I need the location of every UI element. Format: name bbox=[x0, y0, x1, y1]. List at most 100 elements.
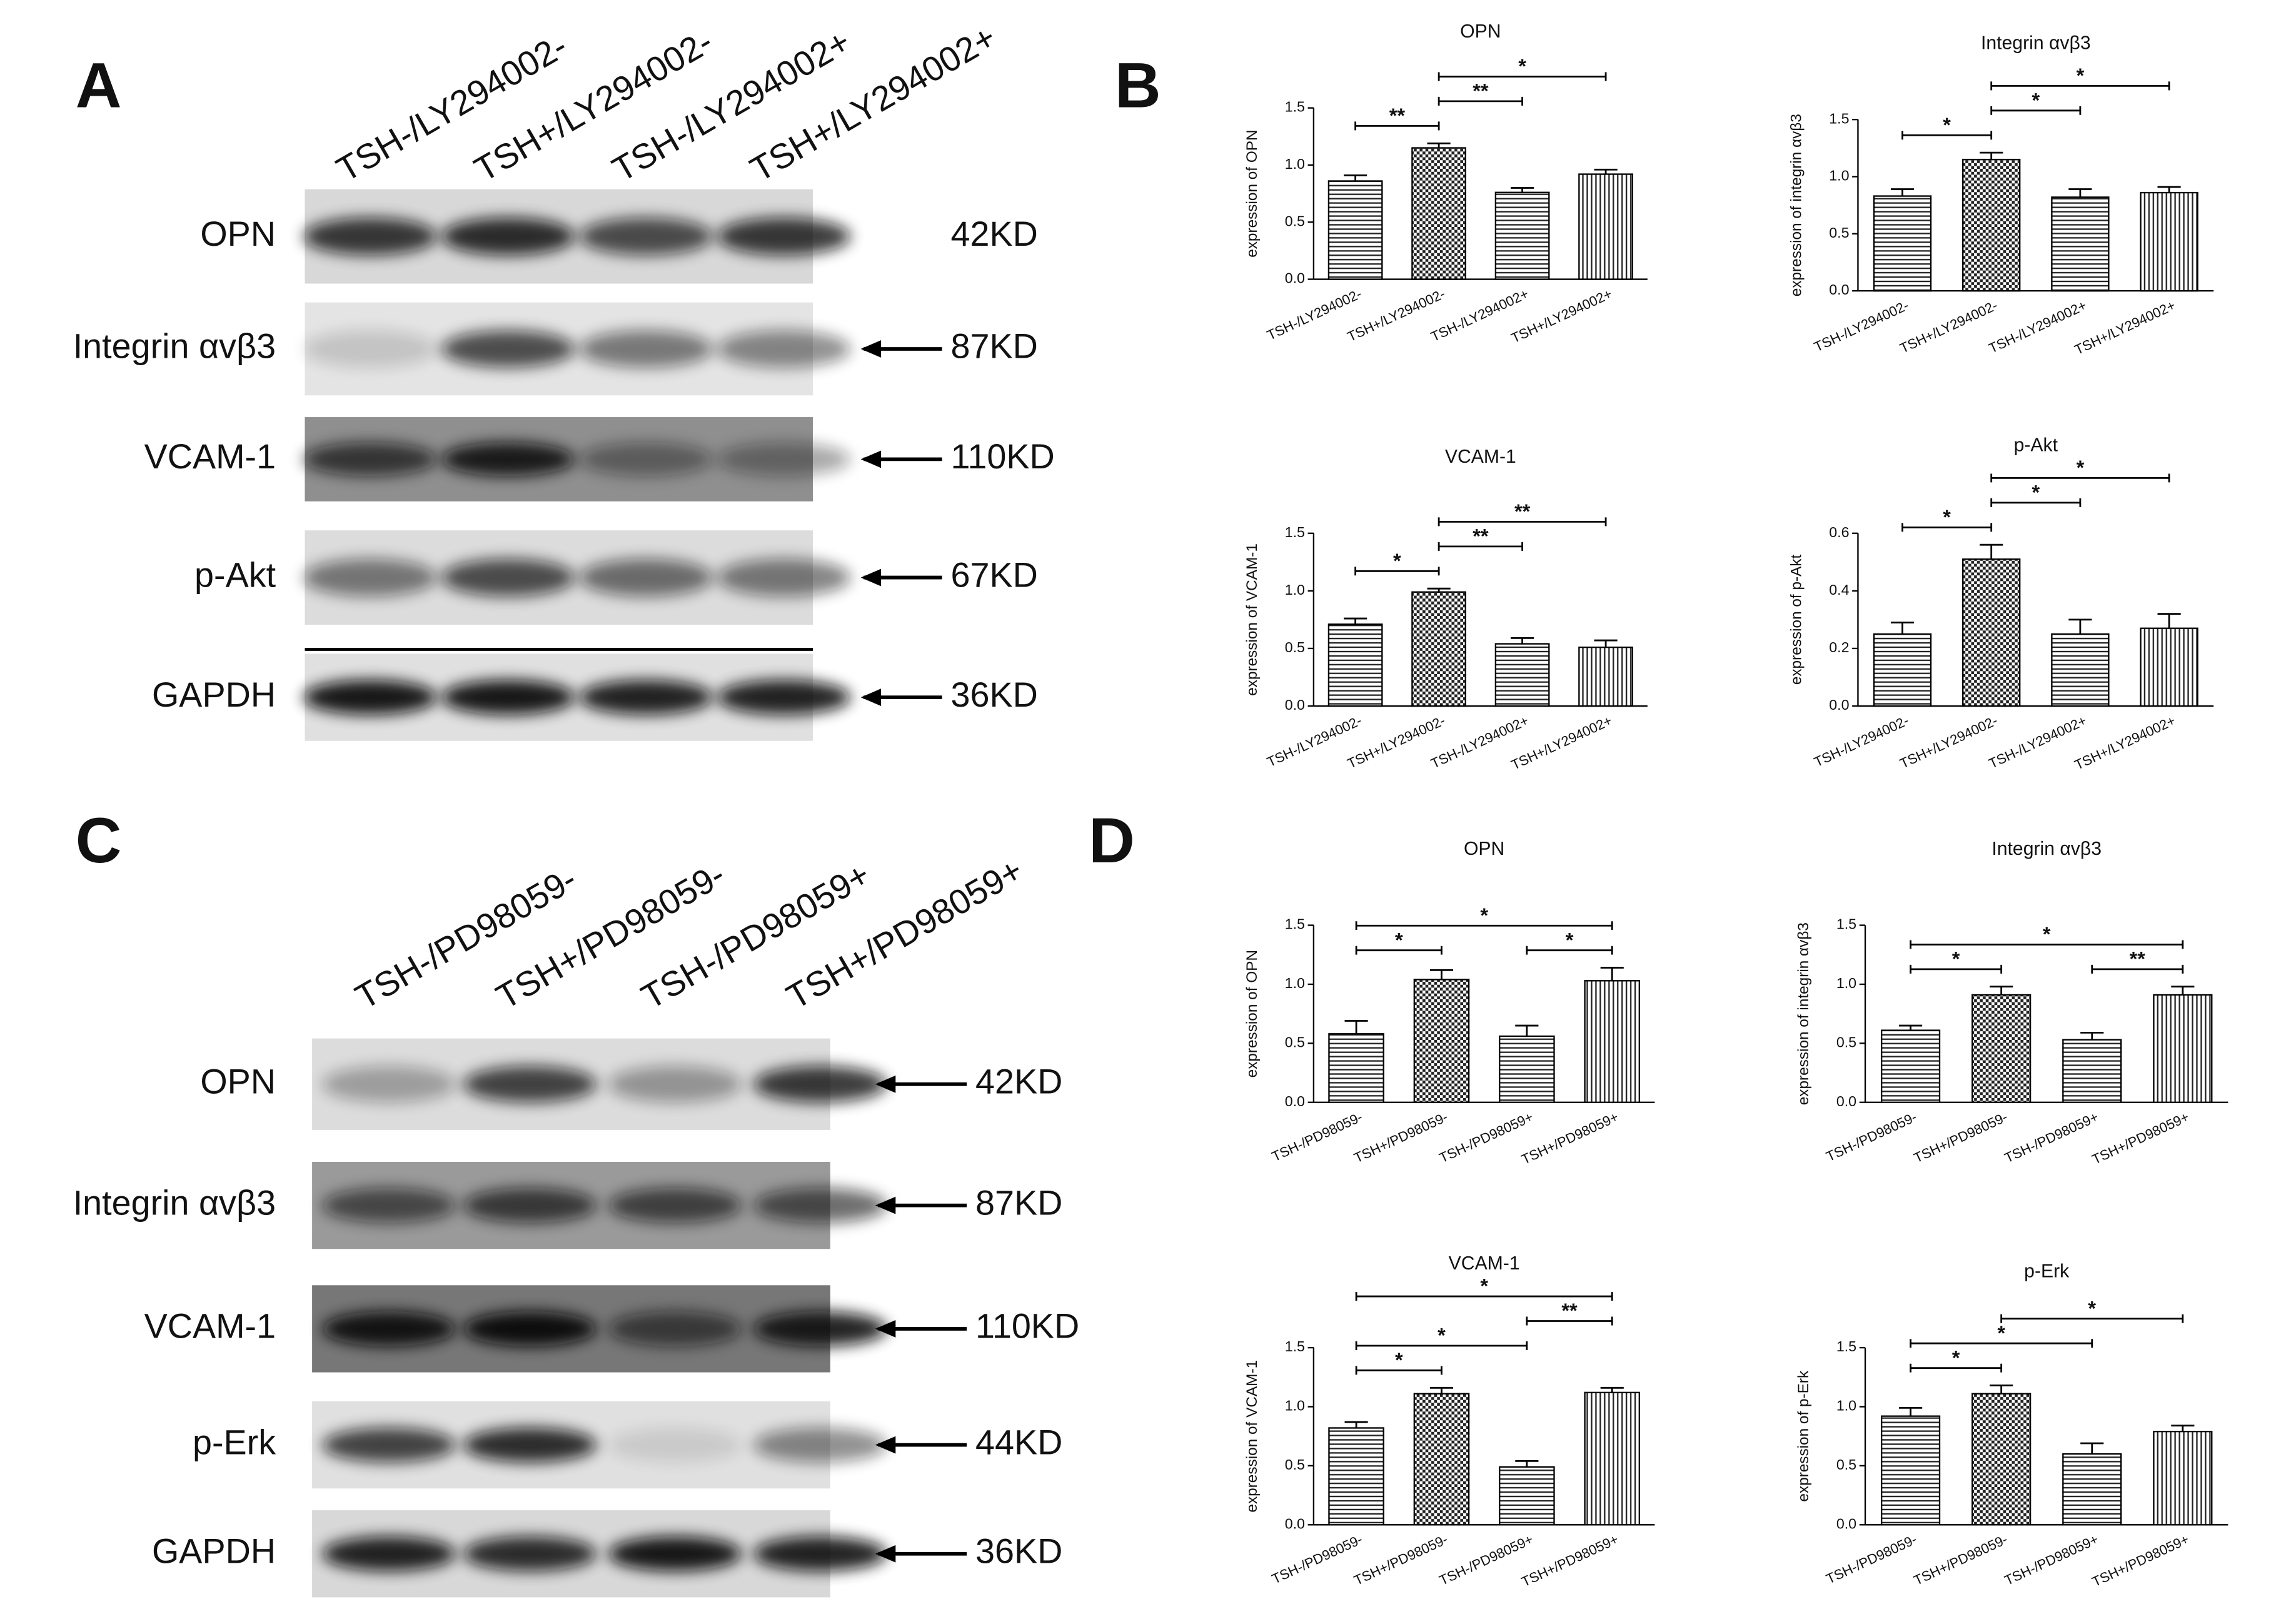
bar bbox=[1962, 158, 2021, 292]
band bbox=[441, 558, 575, 597]
band bbox=[322, 1427, 456, 1463]
x-tick-label: TSH-/LY294002- bbox=[1811, 297, 1911, 355]
bar bbox=[2153, 1431, 2213, 1526]
error-bar bbox=[1899, 1024, 1923, 1031]
band bbox=[717, 680, 851, 715]
x-tick-label: TSH+/LY294002+ bbox=[2072, 712, 2178, 773]
y-tick-label: 0.0 bbox=[1285, 697, 1305, 713]
band bbox=[579, 442, 713, 477]
x-tick-label: TSH+/LY294002+ bbox=[2072, 297, 2178, 358]
y-axis-label: expression of p-Erk bbox=[1795, 1370, 1812, 1502]
y-tick-label: 0.5 bbox=[1285, 1034, 1305, 1051]
size-label: 110KD bbox=[975, 1307, 1079, 1346]
error-bar bbox=[2080, 1031, 2104, 1040]
y-tick-label: 0.0 bbox=[1285, 1515, 1305, 1531]
error-bar bbox=[1344, 174, 1367, 181]
error-bar bbox=[1511, 187, 1534, 193]
significance-bracket bbox=[1438, 96, 1523, 106]
bar bbox=[1873, 195, 1932, 292]
error-bar bbox=[1515, 1024, 1539, 1037]
band bbox=[753, 1536, 887, 1571]
y-tick-label: 1.5 bbox=[1285, 524, 1305, 540]
protein-label: Integrin αvβ3 bbox=[73, 1183, 276, 1222]
chart-title: OPN bbox=[1464, 839, 1504, 859]
bar bbox=[1494, 643, 1550, 707]
error-bar bbox=[1890, 622, 1915, 634]
band bbox=[717, 442, 851, 477]
y-tick-label: 1.0 bbox=[1836, 975, 1856, 991]
panel-label: A bbox=[76, 50, 122, 121]
error-bar bbox=[1990, 1384, 2013, 1394]
error-bar bbox=[2157, 613, 2181, 628]
error-bar bbox=[1427, 142, 1451, 148]
error-bar bbox=[1600, 967, 1624, 981]
significance-bracket bbox=[1355, 1366, 1443, 1375]
band bbox=[322, 1536, 456, 1571]
panel-label: B bbox=[1115, 50, 1161, 121]
significance-label: * bbox=[1566, 929, 1574, 951]
error-bar bbox=[2171, 986, 2195, 995]
x-tick-label: TSH+/LY294002- bbox=[1898, 712, 2000, 771]
bar bbox=[1578, 173, 1633, 280]
significance-bracket bbox=[1901, 131, 1993, 140]
band bbox=[322, 1188, 456, 1223]
x-tick-label: TSH+/PD98059+ bbox=[1519, 1109, 1621, 1168]
significance-bracket bbox=[1355, 1292, 1613, 1301]
protein-label: OPN bbox=[200, 214, 276, 253]
bar bbox=[1494, 191, 1550, 280]
band bbox=[579, 217, 713, 256]
bar bbox=[1411, 591, 1466, 707]
significance-label: * bbox=[1518, 55, 1526, 78]
band bbox=[441, 330, 575, 368]
band bbox=[579, 330, 713, 368]
band bbox=[753, 1188, 887, 1223]
significance-bracket bbox=[1990, 473, 2170, 483]
y-tick-label: 0.6 bbox=[1829, 524, 1849, 540]
arrow-head bbox=[875, 1196, 896, 1214]
significance-label: * bbox=[1943, 506, 1951, 528]
y-tick-label: 1.0 bbox=[1285, 582, 1305, 598]
x-tick-label: TSH-/PD98059+ bbox=[2002, 1531, 2101, 1588]
y-tick-label: 0.0 bbox=[1836, 1515, 1856, 1531]
error-bar bbox=[1990, 986, 2013, 995]
band bbox=[322, 1066, 456, 1103]
x-tick-label: TSH-/PD98059- bbox=[1824, 1109, 1920, 1164]
error-bar bbox=[1899, 1407, 1923, 1416]
significance-label: * bbox=[1952, 1346, 1960, 1369]
band bbox=[608, 1536, 742, 1571]
error-bar bbox=[1980, 151, 2003, 160]
protein-label: VCAM-1 bbox=[144, 437, 276, 476]
protein-label: VCAM-1 bbox=[144, 1307, 276, 1346]
significance-bracket bbox=[1910, 964, 2003, 974]
y-tick-label: 1.0 bbox=[1285, 1398, 1305, 1414]
error-bar bbox=[1429, 969, 1454, 980]
band bbox=[579, 680, 713, 715]
bar bbox=[1411, 147, 1466, 280]
arrow-head bbox=[860, 688, 882, 707]
chart-title: Integrin αvβ3 bbox=[1981, 33, 2091, 53]
significance-bracket bbox=[2000, 1314, 2184, 1323]
x-tick-label: TSH+/PD98059- bbox=[1911, 1109, 2010, 1166]
y-tick-label: 1.0 bbox=[1836, 1398, 1856, 1414]
band bbox=[463, 1188, 597, 1223]
band bbox=[717, 217, 851, 256]
error-bar bbox=[1594, 168, 1618, 174]
band bbox=[608, 1427, 742, 1463]
error-bar bbox=[1344, 617, 1367, 625]
significance-bracket bbox=[2091, 964, 2184, 974]
significance-bracket bbox=[1990, 81, 2170, 91]
size-label: 87KD bbox=[951, 327, 1038, 366]
y-tick-label: 0.4 bbox=[1829, 582, 1849, 598]
band bbox=[303, 217, 437, 256]
y-tick-label: 1.0 bbox=[1285, 975, 1305, 991]
significance-label: * bbox=[2043, 923, 2051, 946]
x-tick-label: TSH+/PD98059- bbox=[1352, 1109, 1451, 1166]
significance-label: * bbox=[1438, 1324, 1446, 1347]
y-tick-label: 1.5 bbox=[1285, 916, 1305, 932]
blot-panels: TSH-/LY294002-TSH+/LY294002-TSH-/LY29400… bbox=[73, 18, 1079, 1598]
x-tick-label: TSH+/LY294002- bbox=[1898, 297, 2000, 356]
band bbox=[753, 1427, 887, 1463]
size-label: 36KD bbox=[951, 675, 1038, 714]
size-label: 67KD bbox=[951, 555, 1038, 594]
error-bar bbox=[1511, 637, 1534, 644]
